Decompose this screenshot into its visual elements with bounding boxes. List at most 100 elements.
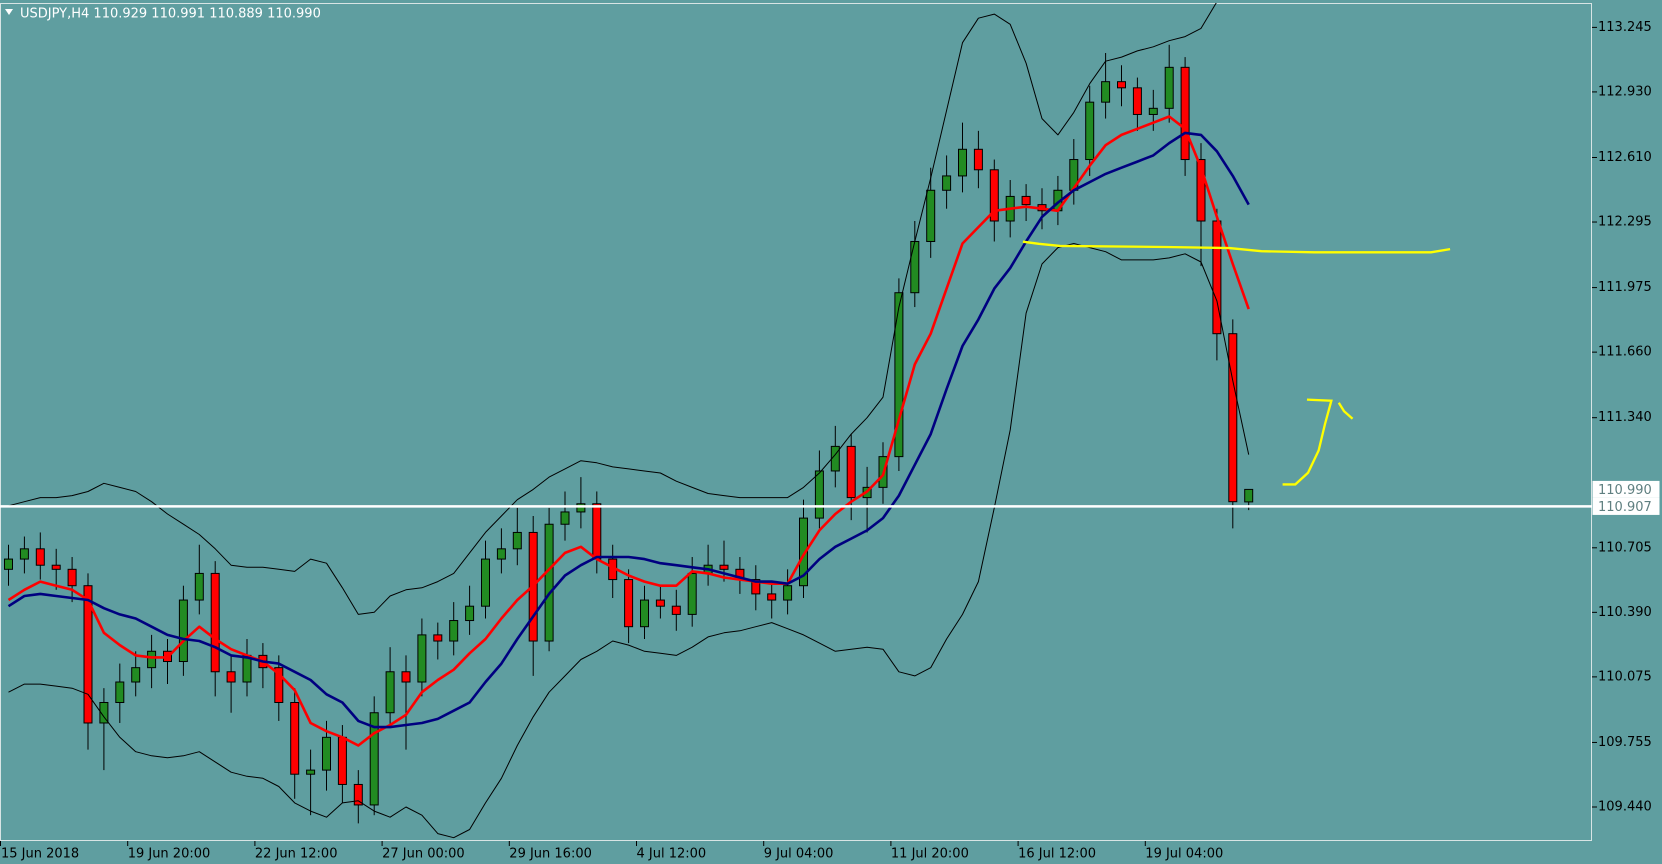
last-price-label: 110.990 bbox=[1598, 483, 1652, 498]
candle-body bbox=[624, 579, 634, 628]
candle-body bbox=[433, 634, 443, 642]
candle-body bbox=[544, 523, 554, 642]
user-drawings bbox=[1022, 240, 1451, 486]
candle-body bbox=[846, 445, 856, 499]
candle-body bbox=[1148, 107, 1158, 115]
candle-body bbox=[1117, 81, 1126, 89]
candle-body bbox=[687, 572, 697, 615]
last-price-box bbox=[1592, 480, 1660, 498]
candle-body bbox=[576, 503, 586, 513]
candle-body bbox=[1244, 488, 1254, 503]
candle-body bbox=[1021, 195, 1031, 206]
candle-body bbox=[194, 572, 204, 601]
candle-body bbox=[147, 650, 157, 669]
candle-body bbox=[671, 605, 681, 615]
candle-body bbox=[1132, 87, 1142, 115]
x-tick-label: 16 Jul 12:00 bbox=[1018, 847, 1096, 862]
level-label: 110.907 bbox=[1598, 500, 1652, 515]
candle-body bbox=[799, 517, 808, 587]
y-tick-label: 112.930 bbox=[1598, 84, 1652, 99]
candle-body bbox=[83, 585, 93, 724]
candle-body bbox=[178, 599, 188, 663]
candle-body bbox=[274, 667, 284, 703]
candle-body bbox=[465, 605, 475, 622]
candle-body bbox=[512, 531, 522, 550]
candle-body bbox=[19, 548, 29, 560]
menu-triangle[interactable] bbox=[5, 9, 13, 15]
y-tick-label: 111.975 bbox=[1598, 280, 1652, 295]
x-tick-label: 11 Jul 20:00 bbox=[891, 847, 969, 862]
candle-body bbox=[337, 736, 347, 785]
axes: 113.245 112.930 112.610 112.295 111.975 111.6… bbox=[0, 20, 1660, 862]
x-tick-label: 15 Jun 2018 bbox=[1, 847, 79, 862]
candle-body bbox=[210, 572, 220, 673]
y-tick-label: 112.295 bbox=[1598, 215, 1652, 230]
y-tick-label: 111.340 bbox=[1598, 410, 1652, 425]
x-tick-label: 29 Jun 16:00 bbox=[509, 847, 592, 862]
candle-body bbox=[4, 558, 13, 570]
x-tick-label: 27 Jun 00:00 bbox=[382, 847, 465, 862]
y-tick-label: 110.075 bbox=[1598, 669, 1652, 684]
candle-body bbox=[481, 558, 490, 607]
candle-body bbox=[1196, 159, 1206, 222]
indicator-line bbox=[8, 3, 1217, 615]
candle-body bbox=[322, 736, 331, 771]
candle-body bbox=[830, 445, 840, 472]
candle-body bbox=[496, 548, 506, 560]
candle-body bbox=[989, 169, 999, 222]
candle-body bbox=[35, 548, 45, 566]
x-tick-label: 19 Jul 04:00 bbox=[1145, 847, 1223, 862]
candle-body bbox=[67, 568, 77, 587]
candle-body bbox=[1212, 220, 1222, 335]
drawn-level bbox=[1022, 240, 1451, 254]
candle-body bbox=[1228, 333, 1238, 503]
candle-body bbox=[560, 511, 570, 525]
y-tick-label: 109.440 bbox=[1598, 799, 1652, 814]
level-label-box bbox=[1592, 497, 1660, 515]
chart-title: USDJPY,H4 110.929 110.991 110.889 110.99… bbox=[20, 7, 321, 22]
candle-body bbox=[131, 667, 141, 683]
candle-body bbox=[449, 620, 459, 642]
candle-body bbox=[99, 701, 109, 724]
candle-body bbox=[814, 470, 824, 519]
y-tick-label: 110.390 bbox=[1598, 605, 1652, 620]
y-tick-label: 112.610 bbox=[1598, 150, 1652, 165]
candle-body bbox=[751, 579, 761, 595]
candle-body bbox=[783, 585, 793, 601]
candle-body bbox=[306, 769, 316, 775]
candle-body bbox=[640, 599, 649, 628]
indicator-line bbox=[8, 243, 1250, 839]
candle-body bbox=[910, 240, 920, 294]
candle-body bbox=[926, 189, 936, 242]
y-tick-label: 111.660 bbox=[1598, 345, 1652, 360]
candle-body bbox=[353, 783, 363, 806]
candle-body bbox=[958, 148, 967, 177]
x-tick-label: 19 Jun 20:00 bbox=[128, 847, 211, 862]
y-tick-label: 109.755 bbox=[1598, 735, 1652, 750]
candle-body bbox=[290, 701, 300, 775]
plot-area bbox=[0, 3, 1592, 839]
candle-body bbox=[894, 292, 904, 458]
candle-body bbox=[369, 712, 379, 806]
candle-body bbox=[719, 564, 729, 570]
candle-body bbox=[1101, 81, 1111, 103]
y-tick-label: 113.245 bbox=[1598, 20, 1652, 35]
drawn-arrow bbox=[1282, 398, 1333, 486]
candle-body bbox=[51, 564, 61, 570]
indicator-line bbox=[7, 115, 1250, 747]
candle-body bbox=[115, 681, 125, 703]
candle-body bbox=[767, 593, 777, 601]
candle-body bbox=[401, 671, 411, 683]
candle-body bbox=[1085, 101, 1095, 161]
candle-body bbox=[592, 503, 602, 560]
indicator-line bbox=[7, 131, 1250, 729]
candle-body bbox=[655, 599, 665, 607]
candle-body bbox=[942, 175, 952, 191]
candle-body bbox=[1164, 66, 1174, 109]
x-tick-label: 9 Jul 04:00 bbox=[764, 847, 834, 862]
drawn-arrow-tip bbox=[1337, 402, 1354, 420]
candle-body bbox=[1180, 66, 1190, 161]
